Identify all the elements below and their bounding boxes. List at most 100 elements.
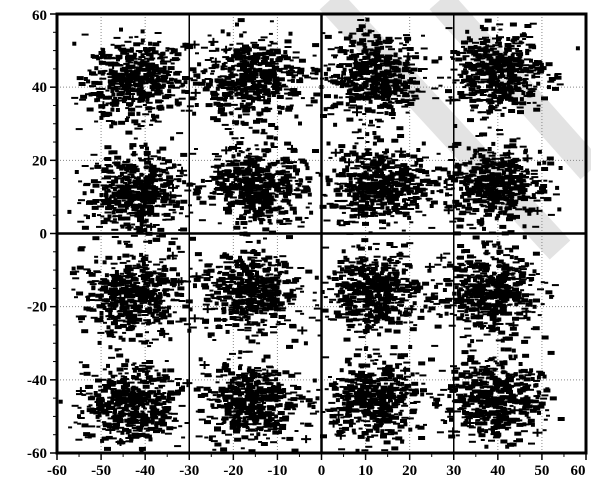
data-point [143,142,148,147]
data-point [119,172,124,176]
data-point [413,80,420,85]
data-point [397,134,405,138]
data-point [333,73,341,78]
data-point [276,48,281,53]
data-point [127,198,135,203]
data-point [102,260,107,265]
data-point [511,101,519,106]
data-point [353,174,361,177]
data-point [385,157,393,160]
data-point [147,106,152,109]
data-point [134,300,139,303]
data-point [555,185,560,190]
outlier-point [167,251,178,260]
data-point [261,148,269,153]
data-point [305,176,313,181]
data-point [211,297,219,300]
data-point [410,91,415,94]
data-point [97,340,102,345]
data-point [506,61,511,65]
data-point [80,94,88,99]
data-point [214,317,221,322]
data-point [134,72,139,75]
data-point [465,206,473,211]
data-point [476,63,484,68]
data-point [271,288,279,291]
data-point [402,215,407,218]
data-point [91,286,96,291]
data-point [329,203,337,206]
data-point [483,38,491,43]
data-point [159,188,167,193]
data-point [138,191,146,196]
data-point [478,179,486,182]
data-point [145,190,153,193]
data-point [165,73,170,76]
data-point [379,78,387,81]
data-point [252,162,257,167]
data-point [459,186,464,191]
data-point [117,186,125,189]
data-point [293,71,301,74]
data-point [151,338,159,341]
data-point [244,193,252,196]
data-point [205,103,213,108]
data-point [127,193,132,198]
data-point [300,290,304,293]
data-point [145,99,150,102]
data-point [140,29,145,34]
data-point [357,179,362,184]
data-point [421,141,426,146]
data-point [138,61,146,64]
data-point [231,65,236,68]
data-point [137,218,144,223]
data-point [209,175,214,178]
data-point [500,157,505,162]
data-point [493,185,498,188]
data-point [466,49,474,54]
data-point [492,161,497,166]
data-point [343,109,351,112]
data-point [243,281,248,284]
data-point [202,321,209,324]
data-point [411,94,419,97]
data-point [412,192,417,195]
data-point [377,160,385,163]
data-point [158,192,166,195]
data-point [174,98,179,103]
data-point [486,84,493,89]
data-point [472,154,477,159]
data-point [531,176,539,179]
outlier-point [213,167,224,176]
data-point [369,198,377,201]
data-point [94,318,102,323]
data-point [237,328,245,331]
data-point [101,48,106,53]
data-point [318,172,323,177]
data-point [291,193,296,196]
data-point [101,298,109,301]
data-point [122,85,129,90]
data-point [265,274,270,277]
data-point [110,182,115,187]
data-point [114,44,122,49]
data-point [156,149,161,154]
data-point [509,138,517,143]
data-point [478,154,486,159]
data-point [251,321,259,326]
data-point [290,148,298,153]
data-point [83,306,91,311]
data-point [232,310,240,314]
data-point [312,291,317,294]
data-point [150,89,158,92]
data-point [362,163,370,166]
data-point [147,205,155,210]
data-point [407,101,415,106]
data-point [502,177,507,180]
data-point [487,202,495,205]
data-point [233,183,238,185]
data-point [225,284,233,289]
data-point [419,178,427,183]
data-point [137,196,145,201]
data-point [365,148,370,153]
